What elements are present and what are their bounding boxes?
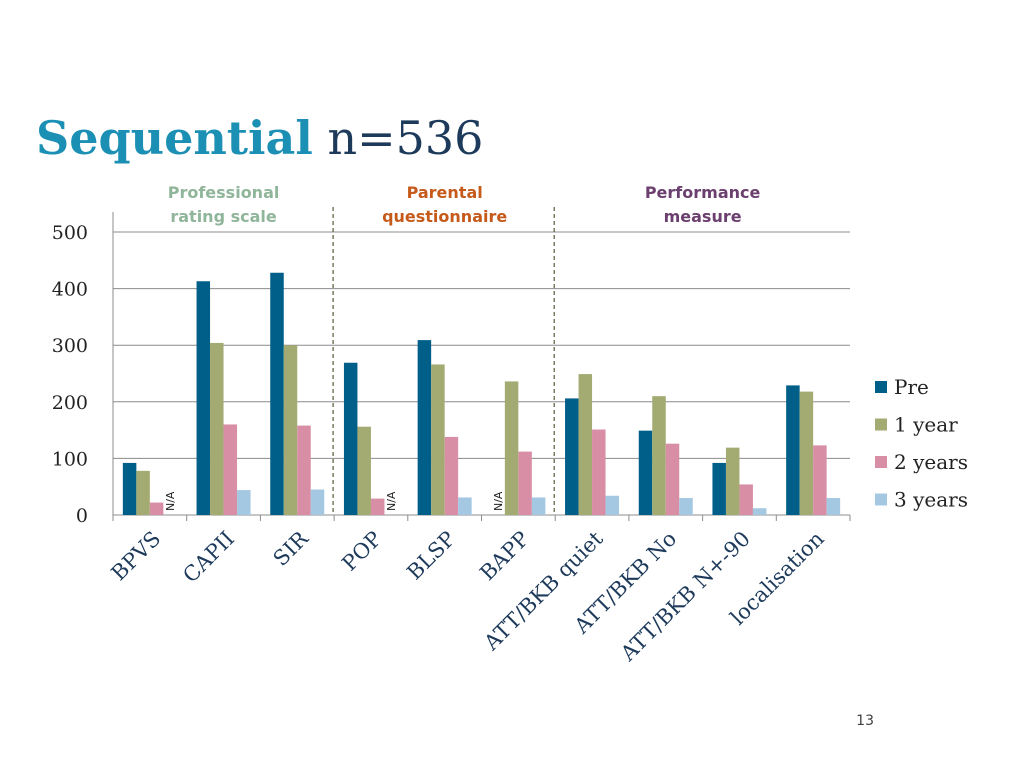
bar: [531, 497, 546, 515]
group-label-line2: questionnaire: [382, 207, 507, 226]
y-tick-label: 0: [76, 505, 88, 527]
group-label-line2: rating scale: [170, 207, 277, 226]
legend-swatch: [875, 381, 887, 393]
x-tick-label: SIR: [269, 526, 314, 571]
bar: [458, 497, 472, 515]
bar: [149, 502, 164, 515]
legend-label: 3 years: [894, 488, 968, 512]
bar: [444, 436, 459, 515]
x-tick-label: CAPII: [178, 527, 239, 588]
na-annotation: N/A: [385, 491, 398, 511]
y-tick-label: 500: [52, 222, 88, 244]
bar: [210, 342, 224, 515]
slide-title-bold: Sequential: [36, 111, 313, 165]
x-tick-label: ATT/BKB N+-90: [615, 527, 755, 667]
group-label-line2: measure: [664, 207, 742, 226]
bar: [592, 429, 606, 515]
bar: [605, 495, 620, 515]
y-tick-label: 200: [52, 392, 88, 414]
bar: [283, 345, 298, 515]
bar: [357, 426, 371, 515]
bar: [799, 391, 814, 515]
bar: [712, 462, 726, 515]
bar: [270, 272, 284, 515]
bar: [417, 340, 432, 515]
bar: [725, 447, 740, 515]
bar: [343, 362, 358, 515]
y-tick-label: 100: [52, 448, 88, 470]
slide-title-sample-size: n=536: [327, 111, 484, 165]
bar: [652, 396, 666, 515]
bar: [370, 498, 385, 515]
legend-label: Pre: [894, 375, 929, 399]
x-tick-label: BLSP: [402, 527, 460, 585]
bar: [431, 364, 445, 515]
x-tick-label: BAPP: [475, 527, 534, 586]
bar: [665, 443, 680, 515]
group-label-line1: Professional: [168, 183, 280, 202]
bar: [638, 430, 653, 515]
x-tick-label: BPVS: [107, 527, 166, 586]
na-annotation: N/A: [492, 491, 505, 511]
y-tick-label: 400: [52, 279, 88, 301]
bar: [752, 508, 767, 515]
legend-swatch: [875, 456, 887, 468]
legend-swatch: [875, 493, 887, 506]
bar: [136, 470, 150, 515]
bar: [679, 498, 693, 515]
bar: [786, 385, 800, 515]
bar: [297, 425, 311, 515]
y-tick-label: 300: [52, 335, 88, 357]
bar: [310, 489, 325, 515]
bar: [237, 490, 251, 515]
legend-label: 2 years: [894, 450, 968, 474]
na-annotation: N/A: [164, 491, 177, 511]
bar: [196, 281, 211, 515]
bar: [578, 374, 593, 515]
slide-title: Sequential n=536: [36, 108, 483, 168]
group-label-line1: Parental: [407, 183, 483, 202]
bar: [739, 484, 753, 515]
page-number: 13: [856, 713, 874, 729]
bar: [826, 498, 841, 515]
x-tick-label: POP: [337, 527, 386, 576]
bar: [223, 424, 238, 515]
bar: [518, 451, 532, 515]
bar: [504, 381, 519, 515]
bar: [813, 445, 827, 515]
bar: [122, 462, 137, 515]
legend-label: 1 year: [894, 413, 958, 437]
group-label-line1: Performance: [645, 183, 761, 202]
bar: [565, 398, 579, 515]
legend-swatch: [875, 418, 887, 431]
